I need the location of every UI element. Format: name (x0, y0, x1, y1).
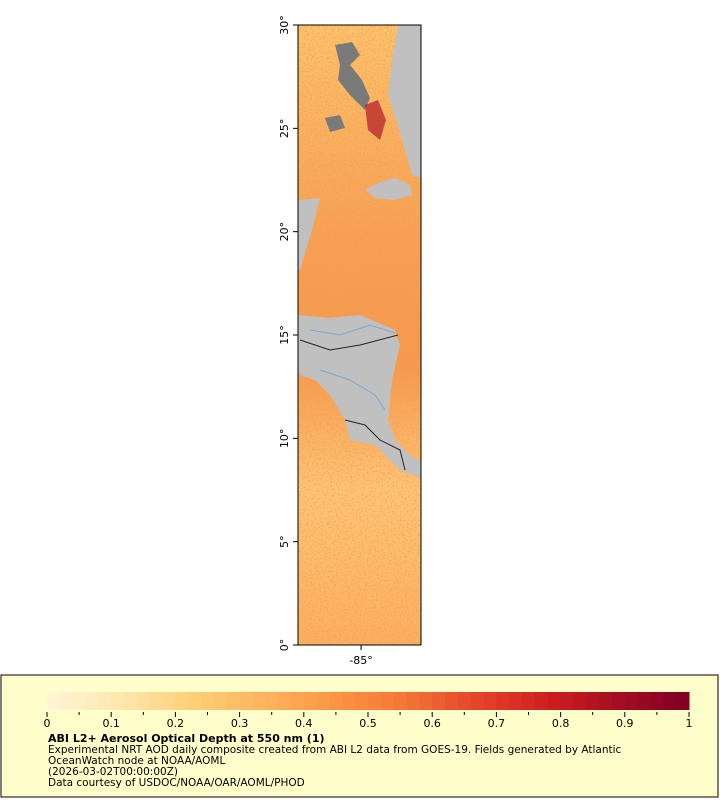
colorbar-swatch (278, 692, 292, 710)
legend-line: (2026-03-02T00:00:00Z) (48, 766, 178, 778)
colorbar-swatch (470, 692, 485, 710)
colorbar-swatch (368, 692, 382, 710)
map-image (298, 25, 421, 645)
colorbar-swatch (188, 692, 202, 710)
colorbar-tick-label: 0.5 (359, 717, 377, 730)
colorbar-swatch (445, 692, 459, 710)
colorbar-swatch (72, 692, 87, 710)
colorbar-swatch (611, 692, 626, 710)
lake (335, 42, 370, 110)
colorbar-swatch (136, 692, 151, 710)
colorbar-tick-label: 1 (686, 717, 693, 730)
colorbar-tick-label: 0.3 (231, 717, 249, 730)
colorbar-swatch (650, 692, 664, 710)
lat-tick-label: 5° (278, 535, 291, 548)
river (319, 369, 386, 411)
colorbar-swatch (213, 692, 228, 710)
colorbar-swatch (98, 692, 112, 710)
land (298, 198, 320, 270)
legend-title: ABI L2+ Aerosol Optical Depth at 550 nm … (48, 732, 325, 745)
legend-line: Data courtesy of USDOC/NOAA/OAR/AOML/PHO… (48, 777, 305, 789)
colorbar-swatch (149, 692, 164, 710)
colorbar-swatch (290, 692, 305, 710)
colorbar-swatch (201, 692, 215, 710)
land (388, 25, 421, 178)
lat-tick-label: 15° (278, 325, 291, 345)
colorbar-swatch (316, 692, 330, 710)
colorbar-swatch (162, 692, 176, 710)
colorbar-swatch (509, 692, 523, 710)
lat-tick-label: 0° (278, 639, 291, 652)
legend-line: OceanWatch node at NOAA/AOML (48, 755, 225, 767)
colorbar-swatch (393, 692, 408, 710)
colorbar-swatch (239, 692, 253, 710)
colorbar-swatch (496, 692, 510, 710)
lat-tick-label: 20° (278, 222, 291, 242)
colorbar-swatch (560, 692, 574, 710)
colorbar-swatch (534, 692, 549, 710)
colorbar-swatch (175, 692, 189, 710)
colorbar-swatch (676, 692, 690, 710)
colorbar-tick-label: 0.6 (423, 717, 441, 730)
colorbar-swatch (111, 692, 125, 710)
colorbar-tick-label: 0.2 (167, 717, 185, 730)
colorbar-tick-label: 0.4 (295, 717, 313, 730)
lon-tick-label: -85° (349, 654, 372, 667)
lat-tick-label: 30° (278, 15, 291, 35)
colorbar-swatch (599, 692, 613, 710)
river (309, 324, 396, 336)
colorbar-swatch (419, 692, 433, 710)
legend-line: Experimental NRT AOD daily composite cre… (48, 744, 622, 756)
colorbar-swatch (483, 692, 497, 710)
colorbar-swatch (637, 692, 651, 710)
colorbar-swatch (252, 692, 266, 710)
colorbar-tick-label: 0.8 (552, 717, 570, 730)
colorbar-swatch (85, 692, 99, 710)
border (299, 334, 399, 351)
colorbar-swatch (457, 692, 472, 710)
colorbar-swatch (522, 692, 536, 710)
colorbar-swatch (226, 692, 241, 710)
lat-tick-label: 10° (278, 429, 291, 449)
lake (325, 115, 345, 132)
land (365, 178, 412, 200)
colorbar-swatch (303, 692, 318, 710)
colorbar-tick-label: 0.9 (616, 717, 634, 730)
colorbar-swatch (329, 692, 343, 710)
colorbar-swatch (406, 692, 420, 710)
colorbar-swatch (342, 692, 356, 710)
colorbar-swatch (47, 692, 61, 710)
colorbar-tick-label: 0.7 (488, 717, 506, 730)
colorbar-tick-label: 0 (44, 717, 51, 730)
colorbar-swatch (265, 692, 279, 710)
colorbar-swatch (624, 692, 639, 710)
border (344, 419, 406, 471)
colorbar-swatch (380, 692, 395, 710)
colorbar-swatch (355, 692, 369, 710)
colorbar-swatch (59, 692, 74, 710)
colorbar-swatch (573, 692, 587, 710)
colorbar-swatch (663, 692, 677, 710)
colorbar-swatch (124, 692, 138, 710)
colorbar-swatch (586, 692, 600, 710)
lat-tick-label: 25° (278, 119, 291, 139)
land (298, 315, 421, 478)
colorbar-swatch (432, 692, 446, 710)
high-aod (365, 100, 386, 140)
colorbar-tick-label: 0.1 (102, 717, 120, 730)
colorbar-swatch (547, 692, 562, 710)
